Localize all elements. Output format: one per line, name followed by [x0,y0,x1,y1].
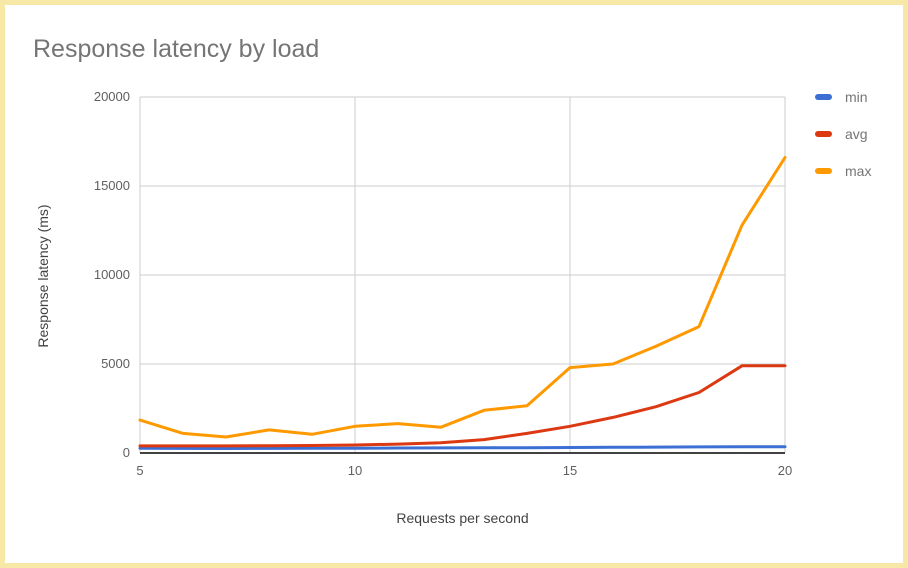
legend: min avg max [815,89,872,201]
y-tick-label-5000: 5000 [101,356,130,371]
legend-item-max: max [815,163,872,179]
y-tick-label-15000: 15000 [93,178,130,193]
x-tick-label-5: 5 [136,463,144,478]
x-tick-label-10: 10 [347,463,363,478]
chart-title: Response latency by load [33,35,320,63]
y-tick-label-20000: 20000 [93,89,130,104]
legend-label-avg: avg [845,126,868,142]
plot-area [138,96,787,454]
y-tick-label-10000: 10000 [93,267,130,282]
y-tick-label-0: 0 [122,445,130,460]
legend-label-min: min [845,89,868,105]
legend-item-min: min [815,89,871,105]
legend-swatch-avg [815,131,832,137]
series-line-avg [138,364,787,448]
series-line-min [138,445,787,450]
y-axis-title: Response latency (ms) [35,204,51,348]
legend-item-avg: avg [815,126,871,142]
legend-label-max: max [845,163,872,179]
legend-swatch-min [815,94,832,100]
x-tick-label-20: 20 [777,463,793,478]
x-tick-label-15: 15 [562,463,578,478]
legend-swatch-max [815,168,832,174]
series-line-max [138,156,787,439]
x-axis-title: Requests per second [396,510,529,526]
